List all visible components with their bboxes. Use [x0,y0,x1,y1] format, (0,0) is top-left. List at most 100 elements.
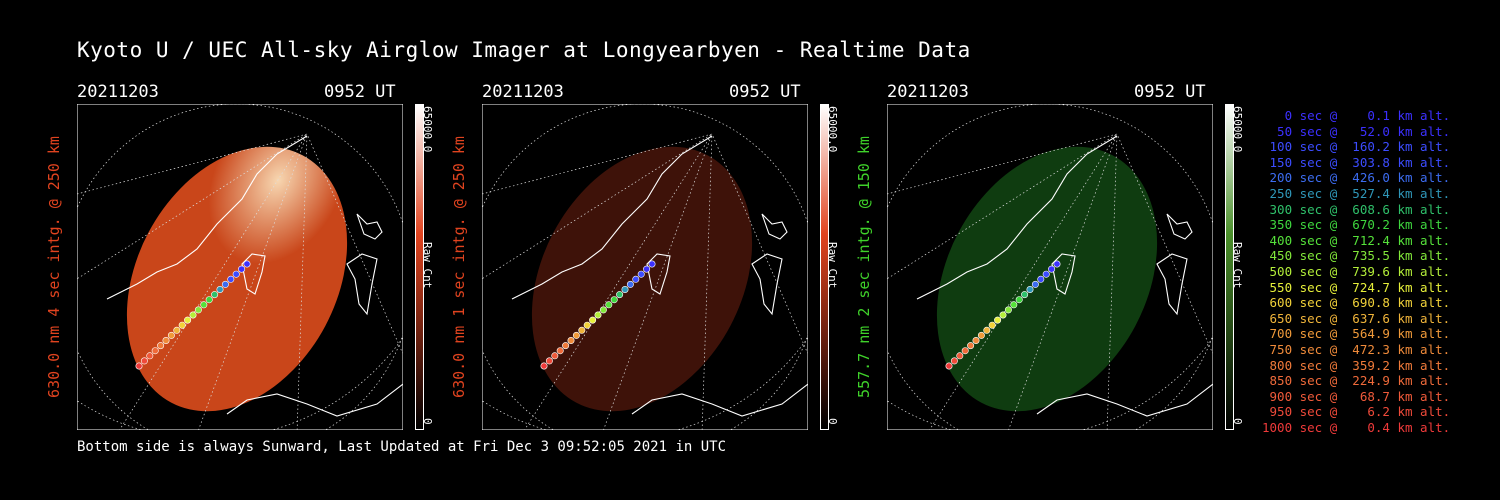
trajectory-point [135,362,143,370]
legend-entry: 300 sec @ 608.6 km alt. [1262,201,1451,217]
trajectory-point [945,362,953,370]
trajectory-point [1053,260,1061,268]
trajectory-point [610,296,618,304]
legend-entry: 400 sec @ 712.4 km alt. [1262,232,1451,248]
legend-entry: 1000 sec @ 0.4 km alt. [1262,419,1451,435]
airglow-disk [936,146,1158,412]
legend-entry: 150 sec @ 303.8 km alt. [1262,154,1451,170]
colorbar [415,104,424,430]
trajectory-point [205,296,213,304]
legend-entry: 750 sec @ 472.3 km alt. [1262,341,1451,357]
meridian-line [198,133,308,430]
legend-entry: 450 sec @ 735.5 km alt. [1262,248,1451,264]
trajectory-point [140,357,148,365]
panel-ylabel: 557.7 nm 2 sec intg. @ 150 km [855,136,873,398]
trajectory-point [167,331,175,339]
trajectory-point [648,260,656,268]
trajectory-point [1015,296,1023,304]
colorbar [1225,104,1234,430]
trajectory-point [211,291,219,299]
trajectory-point [589,316,597,324]
trajectory-point [194,306,202,314]
imager-panel-1: 20211203 0952 UT 630.0 nm 4 sec intg. @ … [45,82,437,432]
trajectory-point [972,337,980,345]
trajectory-point [632,275,640,283]
panel-date: 20211203 [77,82,159,102]
imager-panel-2: 20211203 0952 UT 630.0 nm 1 sec intg. @ … [450,82,842,432]
allsky-image [482,104,808,430]
trajectory-point [950,357,958,365]
trajectory-point [189,311,197,319]
legend-entry: 100 sec @ 160.2 km alt. [1262,139,1451,155]
trajectory-point [643,265,651,273]
trajectory-point [605,301,613,309]
trajectory-point [157,342,165,350]
legend-entry: 700 sec @ 564.9 km alt. [1262,326,1451,342]
trajectory-point [626,280,634,288]
trajectory-point [232,270,240,278]
meridian-line [711,133,808,355]
trajectory-point [1004,306,1012,314]
trajectory-point [551,352,559,360]
panel-time: 0952 UT [324,82,396,102]
panel-date: 20211203 [887,82,969,102]
panel-date: 20211203 [482,82,564,102]
page-title: Kyoto U / UEC All-sky Airglow Imager at … [77,38,971,62]
meridian-line [482,133,713,280]
trajectory-point [977,331,985,339]
trajectory-point [1048,265,1056,273]
trajectory-point [221,280,229,288]
trajectory-point [184,316,192,324]
legend-entry: 350 sec @ 670.2 km alt. [1262,217,1451,233]
coastline [106,135,403,417]
meridian-line [306,133,403,355]
panel-ylabel: 630.0 nm 1 sec intg. @ 250 km [450,136,468,398]
trajectory-point [562,342,570,350]
panel-time: 0952 UT [1134,82,1206,102]
meridian-line [77,133,308,280]
trajectory-point [983,326,991,334]
trajectory-point [988,321,996,329]
trajectory-point [216,286,224,294]
legend-entry: 500 sec @ 739.6 km alt. [1262,263,1451,279]
allsky-image [77,104,403,430]
trajectory-point [637,270,645,278]
panel-time: 0952 UT [729,82,801,102]
trajectory-point [1026,286,1034,294]
trajectory-point [594,311,602,319]
legend-entry: 900 sec @ 68.7 km alt. [1262,388,1451,404]
trajectory-point [572,331,580,339]
trajectory-point [238,265,246,273]
allsky-image [887,104,1213,430]
trajectory-point [616,291,624,299]
legend-entry: 50 sec @ 52.0 km alt. [1262,123,1451,139]
airglow-disk [531,146,753,412]
trajectory-point [1021,291,1029,299]
legend-entry: 200 sec @ 426.0 km alt. [1262,170,1451,186]
legend-entry: 600 sec @ 690.8 km alt. [1262,295,1451,311]
trajectory-point [243,260,251,268]
trajectory-point [556,347,564,355]
footer-note: Bottom side is always Sunward, Last Upda… [77,439,727,455]
trajectory-point [1010,301,1018,309]
trajectory-point [540,362,548,370]
trajectory-point [200,301,208,309]
trajectory-point [961,347,969,355]
trajectory-point [162,337,170,345]
trajectory-point [567,337,575,345]
trajectory-point [146,352,154,360]
trajectory-point [599,306,607,314]
trajectory-point [967,342,975,350]
trajectory-point [227,275,235,283]
trajectory-point [1037,275,1045,283]
panel-ylabel: 630.0 nm 4 sec intg. @ 250 km [45,136,63,398]
meridian-line [887,133,1118,280]
meridian-line [1008,133,1118,430]
legend-entry: 950 sec @ 6.2 km alt. [1262,404,1451,420]
trajectory-point [151,347,159,355]
coastline [511,135,808,417]
trajectory-point [956,352,964,360]
trajectory-point [994,316,1002,324]
trajectory-point [1042,270,1050,278]
trajectory-point [1031,280,1039,288]
